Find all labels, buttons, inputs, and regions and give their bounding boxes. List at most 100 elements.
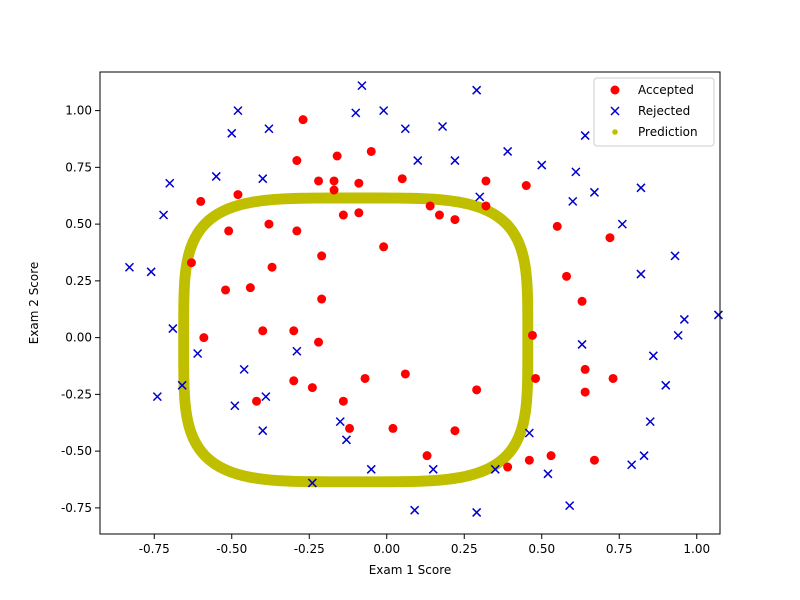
y-tick-label: -0.25: [61, 387, 92, 401]
accepted-series: [186, 115, 618, 472]
accepted-point: [298, 115, 308, 125]
rejected-point: [639, 451, 649, 461]
rejected-point-stroke: [661, 380, 671, 390]
rejected-point: [211, 171, 221, 181]
rejected-point-stroke: [152, 392, 162, 402]
accepted-point: [314, 337, 324, 347]
legend-accepted-marker: [610, 85, 620, 95]
rejected-point: [537, 160, 547, 170]
accepted-point: [552, 221, 562, 231]
rejected-point-stroke: [580, 131, 590, 141]
legend-rejected-label: Rejected: [638, 104, 690, 118]
y-tick-label: 0.00: [65, 331, 92, 345]
x-axis-label: Exam 1 Score: [369, 563, 452, 577]
rejected-point-stroke: [400, 124, 410, 134]
rejected-point: [177, 380, 187, 390]
accepted-point: [233, 190, 243, 200]
rejected-point-stroke: [177, 380, 187, 390]
rejected-point-stroke: [568, 196, 578, 206]
rejected-point: [490, 464, 500, 474]
y-axis-ticks: -0.75 -0.50 -0.25 0.00 0.25 0.50 0.75 1.00: [61, 104, 100, 515]
rejected-point-stroke: [335, 417, 345, 427]
rejected-series: [124, 81, 723, 517]
rejected-point: [636, 183, 646, 193]
rejected-point-stroke: [571, 167, 581, 177]
x-axis-ticks: -0.75 -0.50 -0.25 0.00 0.25 0.50 0.75 1.00: [139, 534, 710, 556]
rejected-point: [475, 192, 485, 202]
rejected-point-stroke: [261, 392, 271, 402]
legend-rejected-marker: [610, 106, 620, 116]
rejected-point: [670, 251, 680, 261]
accepted-point: [354, 178, 364, 188]
legend-prediction-label: Prediction: [638, 125, 698, 139]
accepted-point: [329, 176, 339, 186]
rejected-point: [341, 435, 351, 445]
accepted-point: [527, 330, 537, 340]
accepted-point: [267, 262, 277, 272]
x-tick-label: -0.25: [294, 542, 325, 556]
rejected-point-stroke: [673, 330, 683, 340]
plot-frame: [99, 71, 721, 535]
rejected-point-stroke: [543, 469, 553, 479]
rejected-point: [568, 196, 578, 206]
rejected-point-stroke: [648, 351, 658, 361]
x-tick-label: 0.00: [373, 542, 400, 556]
y-tick-label: -0.50: [61, 444, 92, 458]
rejected-point-stroke: [472, 507, 482, 517]
prediction-series: [178, 192, 534, 488]
accepted-point: [196, 196, 206, 206]
accepted-point: [338, 396, 348, 406]
accepted-point: [580, 387, 590, 397]
rejected-point: [366, 464, 376, 474]
accepted-point: [314, 176, 324, 186]
accepted-point: [481, 176, 491, 186]
rejected-point: [233, 106, 243, 116]
rejected-point: [307, 478, 317, 488]
prediction-boundary: [178, 192, 534, 488]
rejected-point-stroke: [524, 428, 534, 438]
accepted-point: [292, 156, 302, 166]
rejected-point-stroke: [490, 464, 500, 474]
rejected-point: [577, 339, 587, 349]
rejected-point: [589, 187, 599, 197]
accepted-point: [332, 151, 342, 161]
rejected-point-stroke: [565, 501, 575, 511]
rejected-point: [617, 219, 627, 229]
rejected-point-stroke: [239, 364, 249, 374]
rejected-point-stroke: [589, 187, 599, 197]
accepted-point: [434, 210, 444, 220]
rejected-point-stroke: [713, 310, 723, 320]
legend: Accepted Rejected Prediction: [593, 77, 715, 147]
rejected-point: [258, 426, 268, 436]
rejected-point: [450, 156, 460, 166]
rejected-point: [571, 167, 581, 177]
rejected-point-stroke: [258, 426, 268, 436]
accepted-point: [397, 174, 407, 184]
rejected-point-stroke: [537, 160, 547, 170]
accepted-point: [400, 369, 410, 379]
y-tick-label: 0.75: [65, 160, 92, 174]
rejected-point: [261, 392, 271, 402]
y-tick-label: -0.75: [61, 501, 92, 515]
x-tick-label: 0.25: [451, 542, 478, 556]
accepted-point: [481, 201, 491, 211]
accepted-point: [503, 462, 513, 472]
rejected-point-stroke: [357, 81, 367, 91]
rejected-point: [673, 330, 683, 340]
accepted-point: [524, 455, 534, 465]
rejected-point-stroke: [670, 251, 680, 261]
legend-prediction-marker: [612, 129, 618, 135]
accepted-point: [292, 226, 302, 236]
rejected-point: [713, 310, 723, 320]
accepted-point: [317, 294, 327, 304]
accepted-point: [379, 242, 389, 252]
accepted-point: [531, 373, 541, 383]
rejected-point: [351, 108, 361, 118]
accepted-point: [608, 373, 618, 383]
rejected-point: [400, 124, 410, 134]
rejected-point: [648, 351, 658, 361]
rejected-point-stroke: [450, 156, 460, 166]
rejected-point: [146, 267, 156, 277]
rejected-point-stroke: [258, 174, 268, 184]
y-axis-label: Exam 2 Score: [27, 262, 41, 345]
